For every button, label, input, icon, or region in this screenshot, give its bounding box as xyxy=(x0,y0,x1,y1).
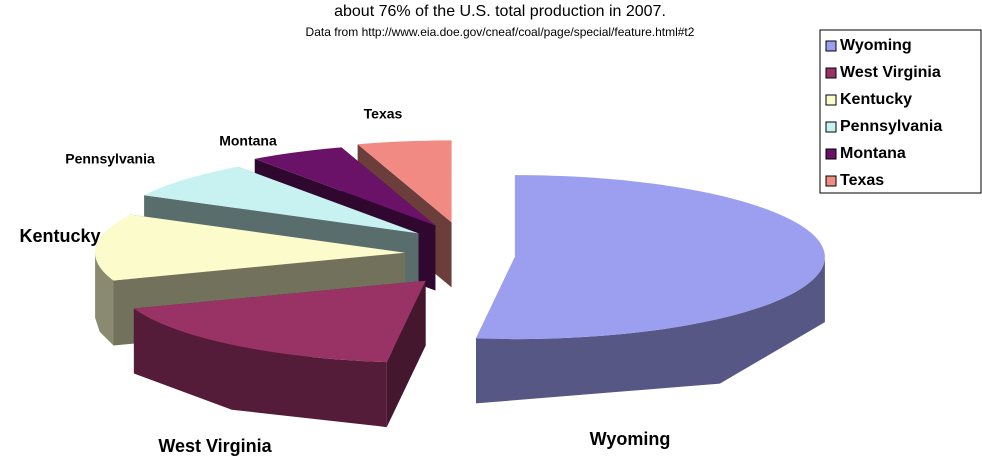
slice xyxy=(476,175,825,340)
slice-label: Texas xyxy=(364,106,403,122)
legend-swatch xyxy=(825,67,837,79)
chart-subtitle: Data from http://www.eia.doe.gov/cneaf/c… xyxy=(306,25,695,39)
slice-label: Wyoming xyxy=(590,429,671,449)
slice xyxy=(254,147,436,226)
legend-label: Pennsylvania xyxy=(840,118,942,135)
slice-side xyxy=(133,308,387,428)
slice xyxy=(357,140,452,223)
legend-swatch xyxy=(825,175,837,187)
slice-side xyxy=(476,257,825,404)
slice-label: Pennsylvania xyxy=(65,151,155,167)
slice-label: Montana xyxy=(219,133,277,149)
slice xyxy=(144,166,419,234)
legend-label: Texas xyxy=(840,172,884,189)
legend-swatch xyxy=(825,121,837,133)
legend-label: Montana xyxy=(840,145,906,162)
legend-label: Wyoming xyxy=(840,37,912,54)
slice xyxy=(133,280,426,363)
slice-side xyxy=(95,252,114,346)
slice-label: West Virginia xyxy=(158,436,272,456)
legend-swatch xyxy=(825,40,837,52)
slice xyxy=(95,214,406,281)
legend-label: West Virginia xyxy=(840,64,941,81)
legend-label: Kentucky xyxy=(840,91,912,108)
slice-label: Kentucky xyxy=(19,226,100,246)
chart-title: about 76% of the U.S. total production i… xyxy=(334,3,666,20)
legend-box xyxy=(819,29,982,194)
legend-swatch xyxy=(825,94,837,106)
legend-swatch xyxy=(825,148,837,160)
